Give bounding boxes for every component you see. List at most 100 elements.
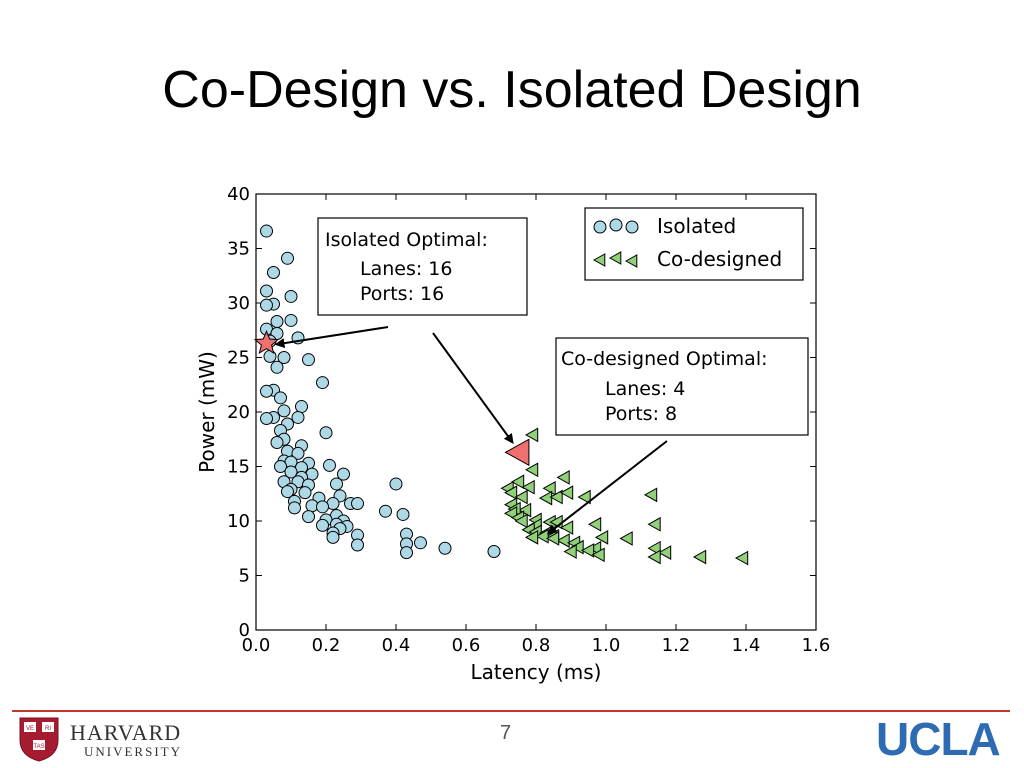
codesigned-point <box>587 516 602 532</box>
isolated-point <box>316 518 329 532</box>
codesigned-point <box>577 489 591 505</box>
isolated-point <box>284 465 298 479</box>
codesigned-point <box>619 531 633 546</box>
legend-isolated-marker <box>609 218 623 232</box>
isolated-point <box>379 504 392 518</box>
codesigned-point <box>692 549 707 565</box>
codesigned-point <box>647 516 661 532</box>
isolated-point <box>281 251 294 265</box>
arrow-isolated-optimal <box>274 326 389 349</box>
x-tick-label: 1.2 <box>662 635 691 656</box>
codesigned-point <box>647 540 661 556</box>
codesigned-point <box>524 530 539 545</box>
codesigned-point <box>647 549 661 565</box>
y-tick-label: 20 <box>227 402 250 423</box>
x-tick-label: 0.4 <box>382 635 411 656</box>
x-tick-labels: 0.0 0.2 0.4 0.6 0.8 1.0 1.2 1.4 1.6 <box>242 635 831 656</box>
codesigned-point <box>524 427 539 443</box>
isolated-point <box>277 404 291 418</box>
codesigned-point <box>545 531 560 546</box>
harvard-shield-ri: RI <box>45 726 51 732</box>
x-tick-label: 1.0 <box>592 635 621 656</box>
isolated-point <box>267 265 280 279</box>
isolated-point <box>438 541 452 555</box>
isolated-point <box>337 467 350 481</box>
annotation-codesigned-lanes: Lanes: 4 <box>605 378 685 400</box>
codesigned-point <box>514 489 528 505</box>
codesigned-point <box>734 550 749 566</box>
isolated-point <box>263 349 277 363</box>
isolated-point <box>302 353 315 367</box>
axis-ticks <box>255 193 817 631</box>
codesigned-point <box>563 544 577 559</box>
isolated-point <box>270 436 284 450</box>
isolated-point <box>260 412 273 426</box>
isolated-point <box>389 477 403 491</box>
harvard-logo: VE RI TAS HARVARD UNIVERSITY <box>18 716 208 764</box>
y-tick-label: 25 <box>227 348 250 369</box>
slide-title: Co-Design vs. Isolated Design <box>162 61 862 119</box>
annotation-isolated-lanes: Lanes: 16 <box>360 258 452 280</box>
legend-isolated-marker <box>593 220 607 234</box>
codesigned-point <box>570 539 584 555</box>
isolated-point <box>487 545 501 559</box>
isolated-point <box>277 351 291 364</box>
x-tick-label: 0.6 <box>452 635 481 656</box>
y-tick-label: 35 <box>227 239 250 260</box>
isolated-point <box>274 460 287 473</box>
isolated-point <box>284 289 298 303</box>
legend-isolated-markers <box>593 218 639 234</box>
isolated-point <box>295 400 308 414</box>
codesigned-point <box>510 474 525 490</box>
isolated-point <box>260 384 273 398</box>
harvard-shield-icon: VE RI TAS <box>19 717 59 762</box>
legend: Isolated Co-designed <box>584 207 804 281</box>
isolated-point <box>270 360 284 374</box>
y-axis-label: Power (mW) <box>195 351 219 473</box>
codesigned-optimal-triangle <box>504 438 530 467</box>
footer-divider <box>12 710 1010 712</box>
codesigned-point <box>549 489 563 505</box>
harvard-shield-tas: TAS <box>33 744 44 750</box>
arrow-to-codesigned-optimal <box>432 332 514 444</box>
harvard-subtitle: UNIVERSITY <box>84 744 182 759</box>
codesigned-point <box>503 485 518 501</box>
codesigned-point <box>542 480 556 496</box>
scatter-chart: 0.0 0.2 0.4 0.6 0.8 1.0 1.2 1.4 1.6 0 5 10 15 20 25 30… <box>195 184 831 684</box>
legend-codesigned-marker <box>608 251 622 265</box>
harvard-name: HARVARD <box>70 720 182 745</box>
isolated-point <box>400 546 413 560</box>
legend-isolated-marker <box>625 220 639 234</box>
codesigned-point <box>559 520 574 535</box>
legend-codesigned-label: Co-designed <box>657 247 782 271</box>
codesigned-point <box>517 502 532 518</box>
x-tick-label: 0.2 <box>312 635 341 656</box>
isolated-point <box>284 313 298 327</box>
y-tick-label: 30 <box>227 293 250 314</box>
codesigned-point <box>556 470 570 485</box>
codesigned-point <box>556 533 570 548</box>
annotation-codesigned-optimal: Co-designed Optimal: Lanes: 4 Ports: 8 <box>555 337 809 436</box>
isolated-point <box>260 284 273 298</box>
codesigned-point <box>521 479 535 495</box>
y-tick-label: 10 <box>227 511 250 532</box>
annotation-codesigned-ports: Ports: 8 <box>605 403 677 425</box>
isolated-point <box>316 500 329 514</box>
isolated-point <box>270 315 284 329</box>
legend-codesigned-marker <box>592 253 606 267</box>
isolated-point <box>316 376 329 390</box>
isolated-point <box>351 538 364 552</box>
y-tick-label: 0 <box>239 620 250 641</box>
ucla-logo: UCLA <box>876 713 1001 765</box>
isolated-point <box>260 298 273 312</box>
isolated-point <box>291 446 305 460</box>
annotation-codesigned-box <box>555 337 809 436</box>
codesigned-point <box>643 487 658 503</box>
x-tick-label: 1.6 <box>802 635 831 656</box>
y-tick-label: 15 <box>227 457 250 478</box>
isolated-point <box>291 410 305 424</box>
legend-isolated-label: Isolated <box>657 214 736 238</box>
isolated-point <box>288 501 301 515</box>
annotation-isolated-optimal: Isolated Optimal: Lanes: 16 Ports: 16 <box>317 217 528 316</box>
isolated-point <box>351 497 364 511</box>
